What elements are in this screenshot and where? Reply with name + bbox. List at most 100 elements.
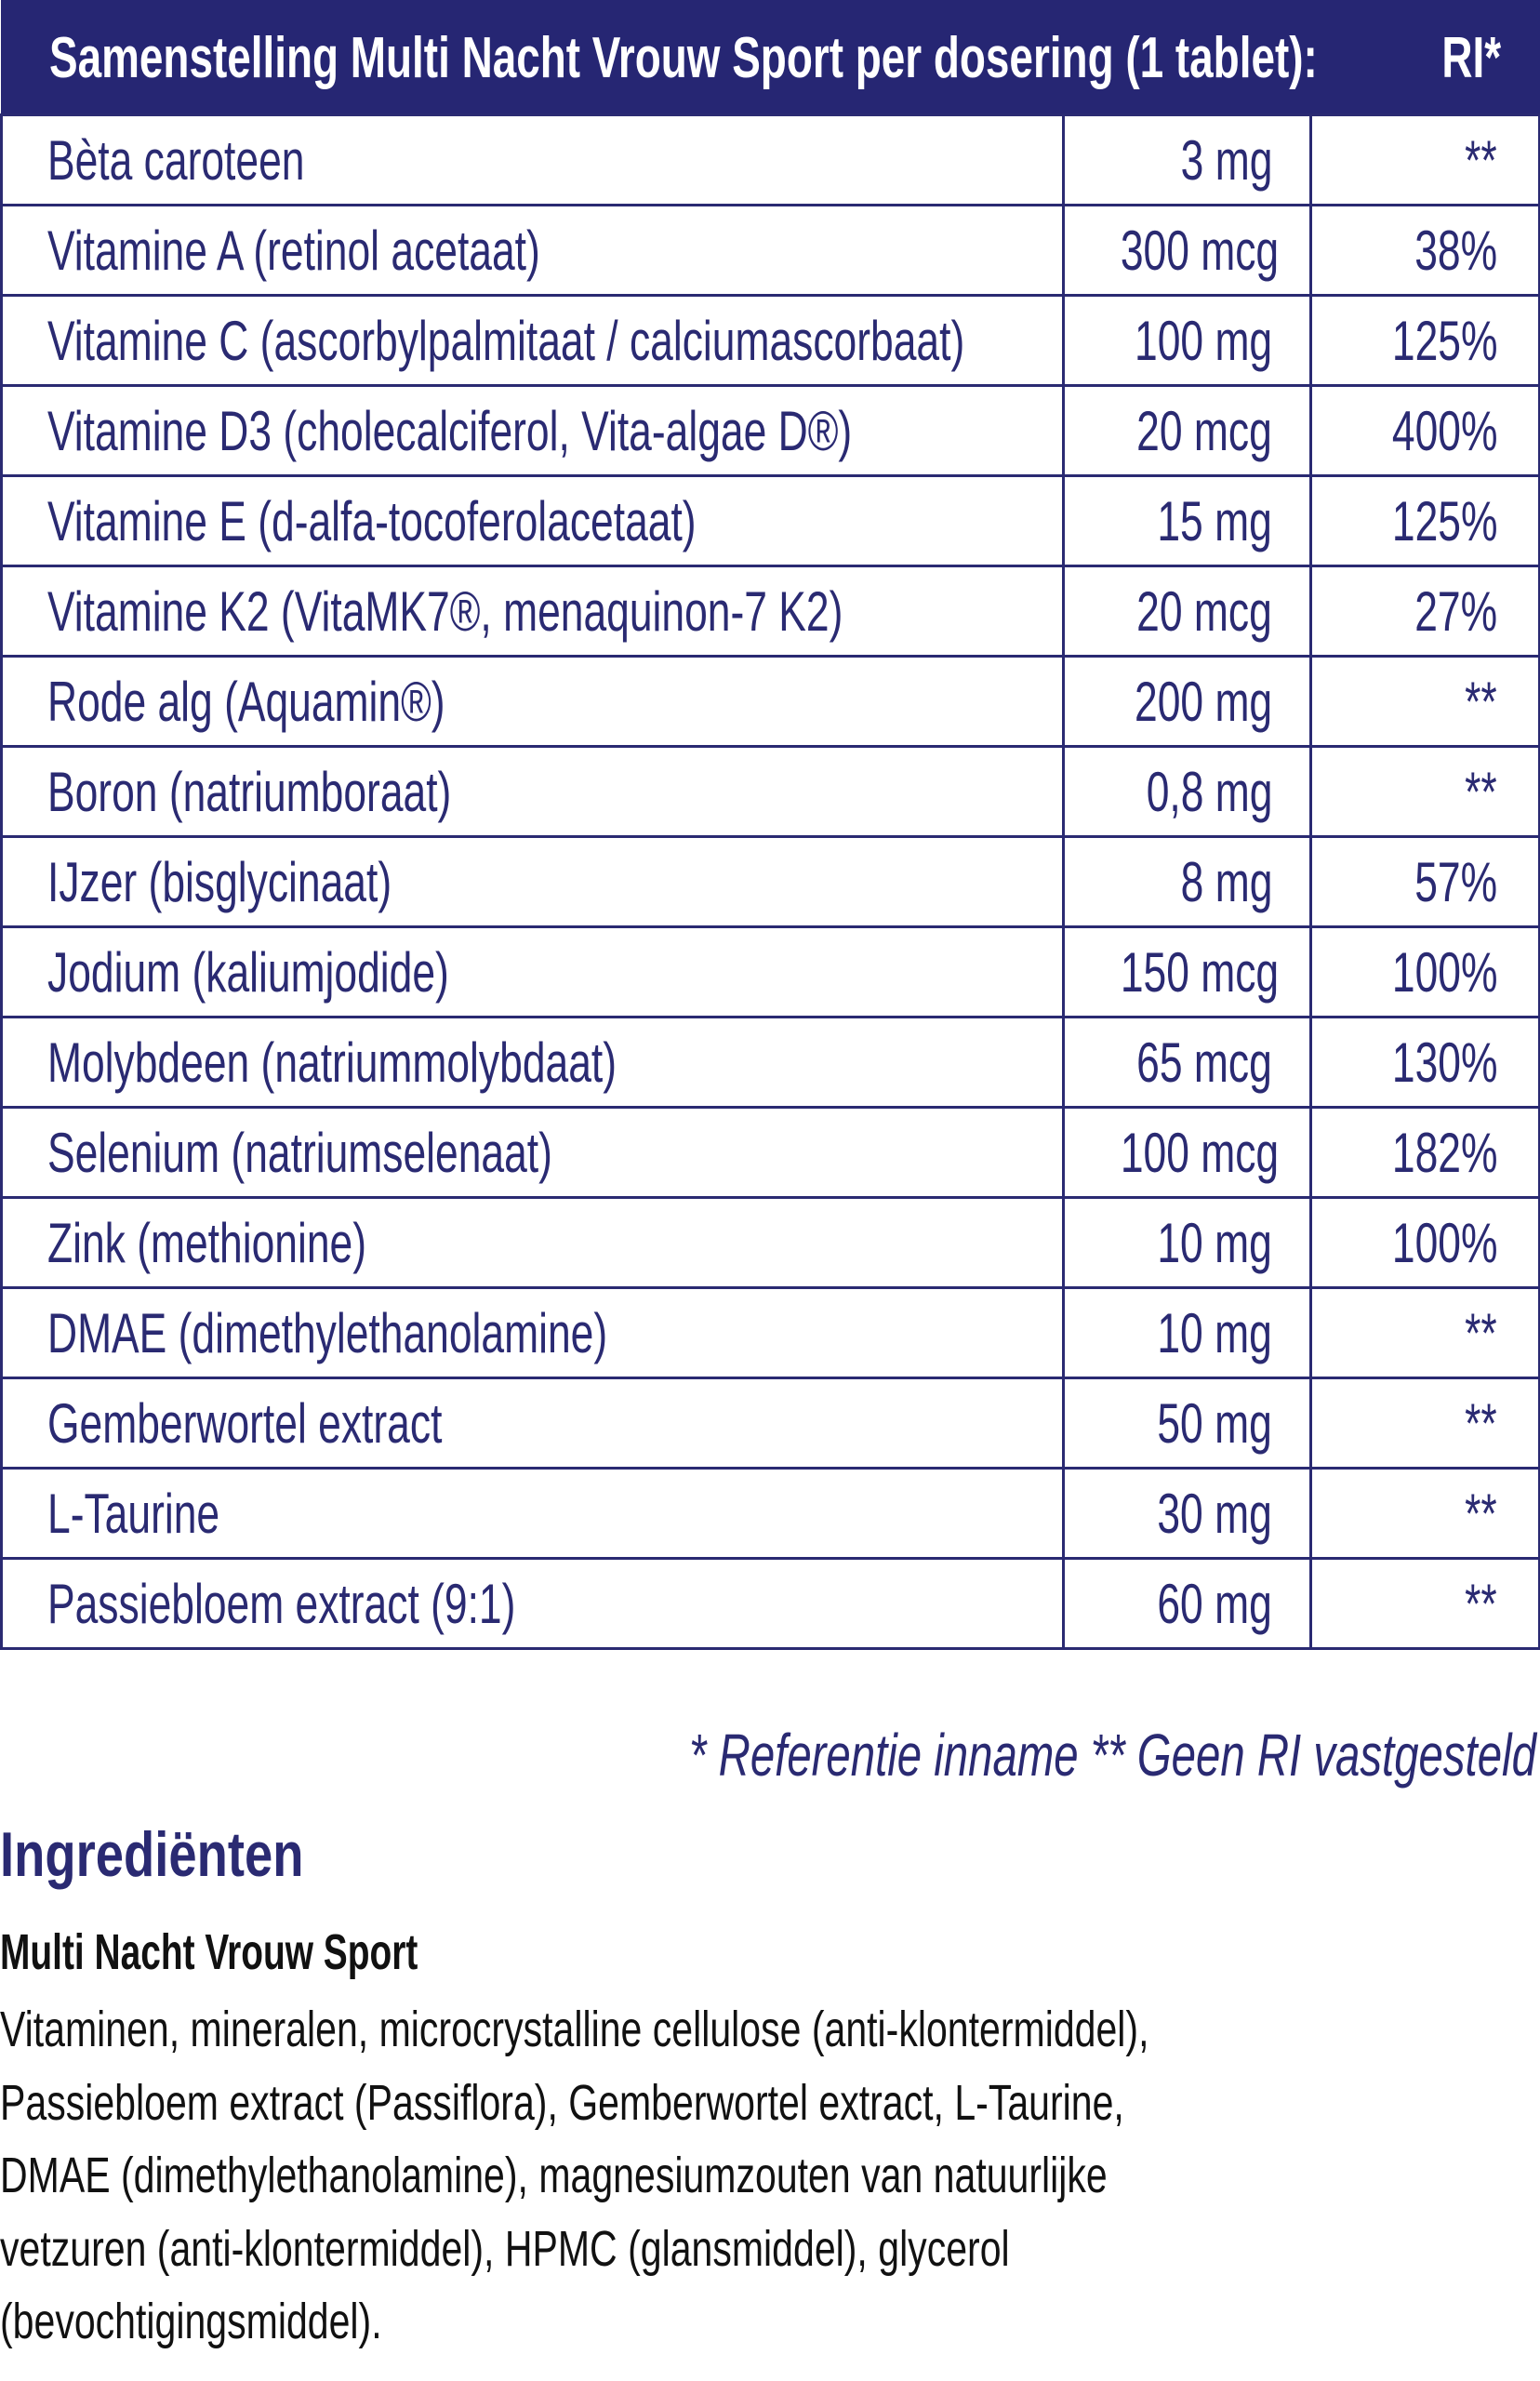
cell-name: Bèta caroteen (0, 113, 1065, 206)
ri-text: ** (1465, 1482, 1497, 1545)
cell-name: Rode alg (Aquamin®) (0, 655, 1065, 748)
table-row: Vitamine C (ascorbylpalmitaat / calciuma… (0, 294, 1540, 387)
name-text: IJzer (bisglycinaat) (47, 850, 392, 913)
amount-text: 30 mg (1157, 1482, 1272, 1545)
cell-amount: 20 mcg (1062, 565, 1312, 658)
amount-text: 0,8 mg (1146, 760, 1272, 823)
amount-text: 300 mcg (1120, 219, 1280, 282)
ri-text: ** (1465, 1572, 1497, 1635)
table-row: IJzer (bisglycinaat) 8 mg 57% (0, 835, 1540, 928)
cell-name: Boron (natriumboraat) (0, 745, 1065, 838)
table-row: Jodium (kaliumjodide) 150 mcg 100% (0, 925, 1540, 1018)
name-text: Vitamine D3 (cholecalciferol, Vita-algae… (47, 399, 853, 462)
ingredients-line: DMAE (dimethylethanolamine), magnesiumzo… (0, 2148, 1108, 2203)
name-text: Vitamine E (d-alfa-tocoferolacetaat) (47, 489, 697, 552)
ri-text: ** (1465, 1301, 1497, 1364)
amount-text: 20 mcg (1136, 579, 1272, 643)
amount-text: 50 mg (1157, 1391, 1272, 1455)
cell-ri: 27% (1309, 565, 1540, 658)
name-text: Rode alg (Aquamin®) (47, 670, 445, 733)
cell-amount: 60 mg (1062, 1557, 1312, 1650)
ri-text: 182% (1391, 1121, 1497, 1184)
product-name: Multi Nacht Vrouw Sport (0, 1923, 580, 1981)
cell-amount: 50 mg (1062, 1377, 1312, 1470)
ri-text: 125% (1391, 309, 1497, 372)
cell-name: Jodium (kaliumjodide) (0, 925, 1065, 1018)
ingredients-text: Vitaminen, mineralen, microcrystalline c… (0, 1993, 1512, 2359)
footnote: * Referentie inname ** Geen RI vastgeste… (392, 1721, 1536, 1789)
cell-ri: ** (1309, 1286, 1540, 1379)
ri-text: 100% (1391, 940, 1497, 1004)
name-text: Selenium (natriumselenaat) (47, 1121, 552, 1184)
cell-name: Passiebloem extract (9:1) (0, 1557, 1065, 1650)
ingredients-line: Passiebloem extract (Passiflora), Gember… (0, 2074, 1124, 2131)
table-header: Samenstelling Multi Nacht Vrouw Sport pe… (0, 0, 1540, 116)
cell-ri: ** (1309, 655, 1540, 748)
cell-amount: 200 mg (1062, 655, 1312, 748)
composition-table: Samenstelling Multi Nacht Vrouw Sport pe… (0, 0, 1540, 1650)
cell-ri: 125% (1309, 474, 1540, 567)
ri-text: ** (1465, 128, 1497, 192)
ri-text: 38% (1414, 219, 1497, 282)
name-text: Passiebloem extract (9:1) (47, 1572, 516, 1635)
cell-amount: 100 mcg (1062, 1106, 1312, 1199)
amount-text: 100 mg (1134, 309, 1272, 372)
cell-name: DMAE (dimethylethanolamine) (0, 1286, 1065, 1379)
amount-text: 20 mcg (1136, 399, 1272, 462)
table-title: Samenstelling Multi Nacht Vrouw Sport pe… (0, 0, 1317, 116)
cell-ri: ** (1309, 1377, 1540, 1470)
name-text: Vitamine A (retinol acetaat) (47, 219, 540, 282)
amount-text: 8 mg (1180, 850, 1272, 913)
cell-amount: 0,8 mg (1062, 745, 1312, 838)
cell-name: Gemberwortel extract (0, 1377, 1065, 1470)
cell-ri: 182% (1309, 1106, 1540, 1199)
cell-amount: 150 mcg (1062, 925, 1312, 1018)
name-text: DMAE (dimethylethanolamine) (47, 1301, 608, 1364)
table-row: Boron (natriumboraat) 0,8 mg ** (0, 745, 1540, 838)
cell-name: Vitamine E (d-alfa-tocoferolacetaat) (0, 474, 1065, 567)
cell-ri: 130% (1309, 1016, 1540, 1109)
amount-text: 10 mg (1157, 1211, 1272, 1274)
ri-text: ** (1465, 1391, 1497, 1455)
cell-ri: ** (1309, 745, 1540, 838)
amount-text: 60 mg (1157, 1572, 1272, 1635)
cell-ri: 100% (1309, 925, 1540, 1018)
name-text: Molybdeen (natriummolybdaat) (47, 1031, 617, 1094)
table-row: Selenium (natriumselenaat) 100 mcg 182% (0, 1106, 1540, 1199)
ri-text: 130% (1391, 1031, 1497, 1094)
ri-text: 57% (1414, 850, 1497, 913)
cell-name: Vitamine D3 (cholecalciferol, Vita-algae… (0, 384, 1065, 477)
cell-ri: ** (1309, 1557, 1540, 1650)
cell-amount: 15 mg (1062, 474, 1312, 567)
ri-text: 100% (1391, 1211, 1497, 1274)
ri-header: RI* (1309, 0, 1540, 116)
table-row: Vitamine K2 (VitaMK7®, menaquinon-7 K2) 2… (0, 565, 1540, 658)
ingredients-line: (bevochtigingsmiddel). (0, 2294, 382, 2349)
name-text: Vitamine K2 (VitaMK7®, menaquinon-7 K2) (47, 579, 843, 643)
table-title-text: Samenstelling Multi Nacht Vrouw Sport pe… (48, 25, 1318, 90)
table-row: Gemberwortel extract 50 mg ** (0, 1377, 1540, 1470)
cell-amount: 300 mcg (1062, 204, 1312, 297)
table-row: Molybdeen (natriummolybdaat) 65 mcg 130% (0, 1016, 1540, 1109)
amount-text: 15 mg (1157, 489, 1272, 552)
cell-amount: 10 mg (1062, 1196, 1312, 1289)
amount-text: 200 mg (1134, 670, 1272, 733)
table-row: Rode alg (Aquamin®) 200 mg ** (0, 655, 1540, 748)
name-text: Jodium (kaliumjodide) (47, 940, 449, 1004)
cell-name: Molybdeen (natriummolybdaat) (0, 1016, 1065, 1109)
cell-name: Vitamine A (retinol acetaat) (0, 204, 1065, 297)
cell-amount: 8 mg (1062, 835, 1312, 928)
table-row: Bèta caroteen 3 mg ** (0, 113, 1540, 206)
footnote-text: * Referentie inname ** Geen RI vastgeste… (689, 1722, 1536, 1789)
table-row: Vitamine A (retinol acetaat) 300 mcg 38% (0, 204, 1540, 297)
cell-amount: 3 mg (1062, 113, 1312, 206)
product-name-text: Multi Nacht Vrouw Sport (0, 1924, 418, 1980)
amount-text: 100 mcg (1120, 1121, 1280, 1184)
cell-ri: ** (1309, 113, 1540, 206)
cell-amount: 20 mcg (1062, 384, 1312, 477)
cell-amount: 100 mg (1062, 294, 1312, 387)
table-row: Vitamine E (d-alfa-tocoferolacetaat) 15 m… (0, 474, 1540, 567)
table-row: Vitamine D3 (cholecalciferol, Vita-algae… (0, 384, 1540, 477)
ri-text: 125% (1391, 489, 1497, 552)
ri-header-text: RI* (1441, 25, 1502, 90)
